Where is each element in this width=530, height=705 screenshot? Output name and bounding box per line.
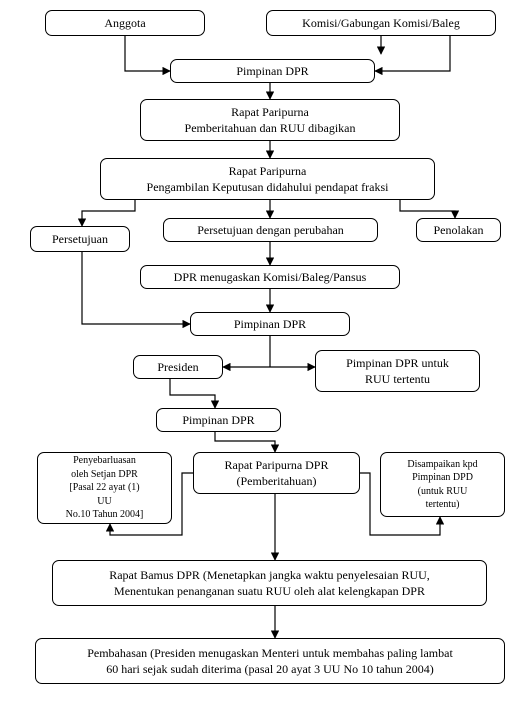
node-persetujuan: Persetujuan — [30, 226, 130, 252]
node-pimpinan3: Pimpinan DPR — [156, 408, 281, 432]
node-pimpinan2-label: Pimpinan DPR — [234, 316, 306, 332]
node-pembahasan-line: Pembahasan (Presiden menugaskan Menteri … — [87, 645, 453, 661]
node-disampaikan-line: Disampaikan kpd — [407, 458, 477, 472]
node-penolakan-label: Penolakan — [434, 222, 484, 238]
node-penyebarluasan-line: UU — [97, 495, 111, 509]
node-disampaikan-line: Pimpinan DPD — [412, 471, 473, 485]
node-pimpinan_ruu-line: RUU tertentu — [365, 371, 430, 387]
edge-15 — [215, 432, 275, 452]
node-disampaikan-line: tertentu) — [426, 498, 460, 512]
node-pimpinan3-label: Pimpinan DPR — [182, 412, 254, 428]
node-perubahan: Persetujuan dengan perubahan — [163, 218, 378, 242]
node-komisi: Komisi/Gabungan Komisi/Baleg — [266, 10, 496, 36]
edge-14 — [170, 379, 215, 408]
node-rapat_bamus: Rapat Bamus DPR (Menetapkan jangka waktu… — [52, 560, 487, 606]
node-disampaikan-line: (untuk RUU — [418, 485, 468, 499]
node-penyebarluasan-line: Penyebarluasan — [73, 454, 136, 468]
node-penyebarluasan-line: No.10 Tahun 2004] — [66, 508, 144, 522]
node-anggota: Anggota — [45, 10, 205, 36]
node-perubahan-label: Persetujuan dengan perubahan — [197, 222, 344, 238]
node-rapat1-line: Pemberitahuan dan RUU dibagikan — [185, 120, 356, 136]
edge-6 — [82, 200, 135, 226]
node-penyebarluasan-line: [Pasal 22 ayat (1) — [69, 481, 139, 495]
node-rapat_paripurna-line: Rapat Paripurna DPR — [225, 457, 329, 473]
node-penyebarluasan-line: oleh Setjan DPR — [71, 468, 138, 482]
node-pimpinan_ruu: Pimpinan DPR untukRUU tertentu — [315, 350, 480, 392]
node-anggota-label: Anggota — [104, 15, 145, 31]
edge-2 — [375, 36, 450, 71]
node-rapat2-line: Rapat Paripurna — [229, 163, 307, 179]
node-penolakan: Penolakan — [416, 218, 501, 242]
node-presiden: Presiden — [133, 355, 223, 379]
node-rapat_bamus-line: Rapat Bamus DPR (Menetapkan jangka waktu… — [109, 567, 430, 583]
node-pembahasan-line: 60 hari sejak sudah diterima (pasal 20 a… — [106, 661, 434, 677]
node-dpr_menugaskan-label: DPR menugaskan Komisi/Baleg/Pansus — [174, 269, 367, 285]
node-komisi-label: Komisi/Gabungan Komisi/Baleg — [302, 15, 460, 31]
node-rapat2: Rapat ParipurnaPengambilan Keputusan did… — [100, 158, 435, 200]
node-rapat_paripurna: Rapat Paripurna DPR(Pemberitahuan) — [193, 452, 360, 494]
node-disampaikan: Disampaikan kpdPimpinan DPD(untuk RUUter… — [380, 452, 505, 517]
node-pimpinan2: Pimpinan DPR — [190, 312, 350, 336]
node-pimpinan_ruu-line: Pimpinan DPR untuk — [346, 355, 449, 371]
edge-7 — [400, 200, 455, 218]
node-pimpinan1-label: Pimpinan DPR — [236, 63, 308, 79]
node-persetujuan-label: Persetujuan — [52, 231, 108, 247]
node-pimpinan1: Pimpinan DPR — [170, 59, 375, 83]
node-presiden-label: Presiden — [157, 359, 198, 375]
node-rapat1: Rapat ParipurnaPemberitahuan dan RUU dib… — [140, 99, 400, 141]
node-pembahasan: Pembahasan (Presiden menugaskan Menteri … — [35, 638, 505, 684]
node-dpr_menugaskan: DPR menugaskan Komisi/Baleg/Pansus — [140, 265, 400, 289]
node-rapat1-line: Rapat Paripurna — [231, 104, 309, 120]
node-rapat_paripurna-line: (Pemberitahuan) — [237, 473, 317, 489]
edge-0 — [125, 36, 170, 71]
node-penyebarluasan: Penyebarluasanoleh Setjan DPR[Pasal 22 a… — [37, 452, 172, 524]
node-rapat_bamus-line: Menentukan penanganan suatu RUU oleh ala… — [114, 583, 425, 599]
node-rapat2-line: Pengambilan Keputusan didahului pendapat… — [147, 179, 389, 195]
